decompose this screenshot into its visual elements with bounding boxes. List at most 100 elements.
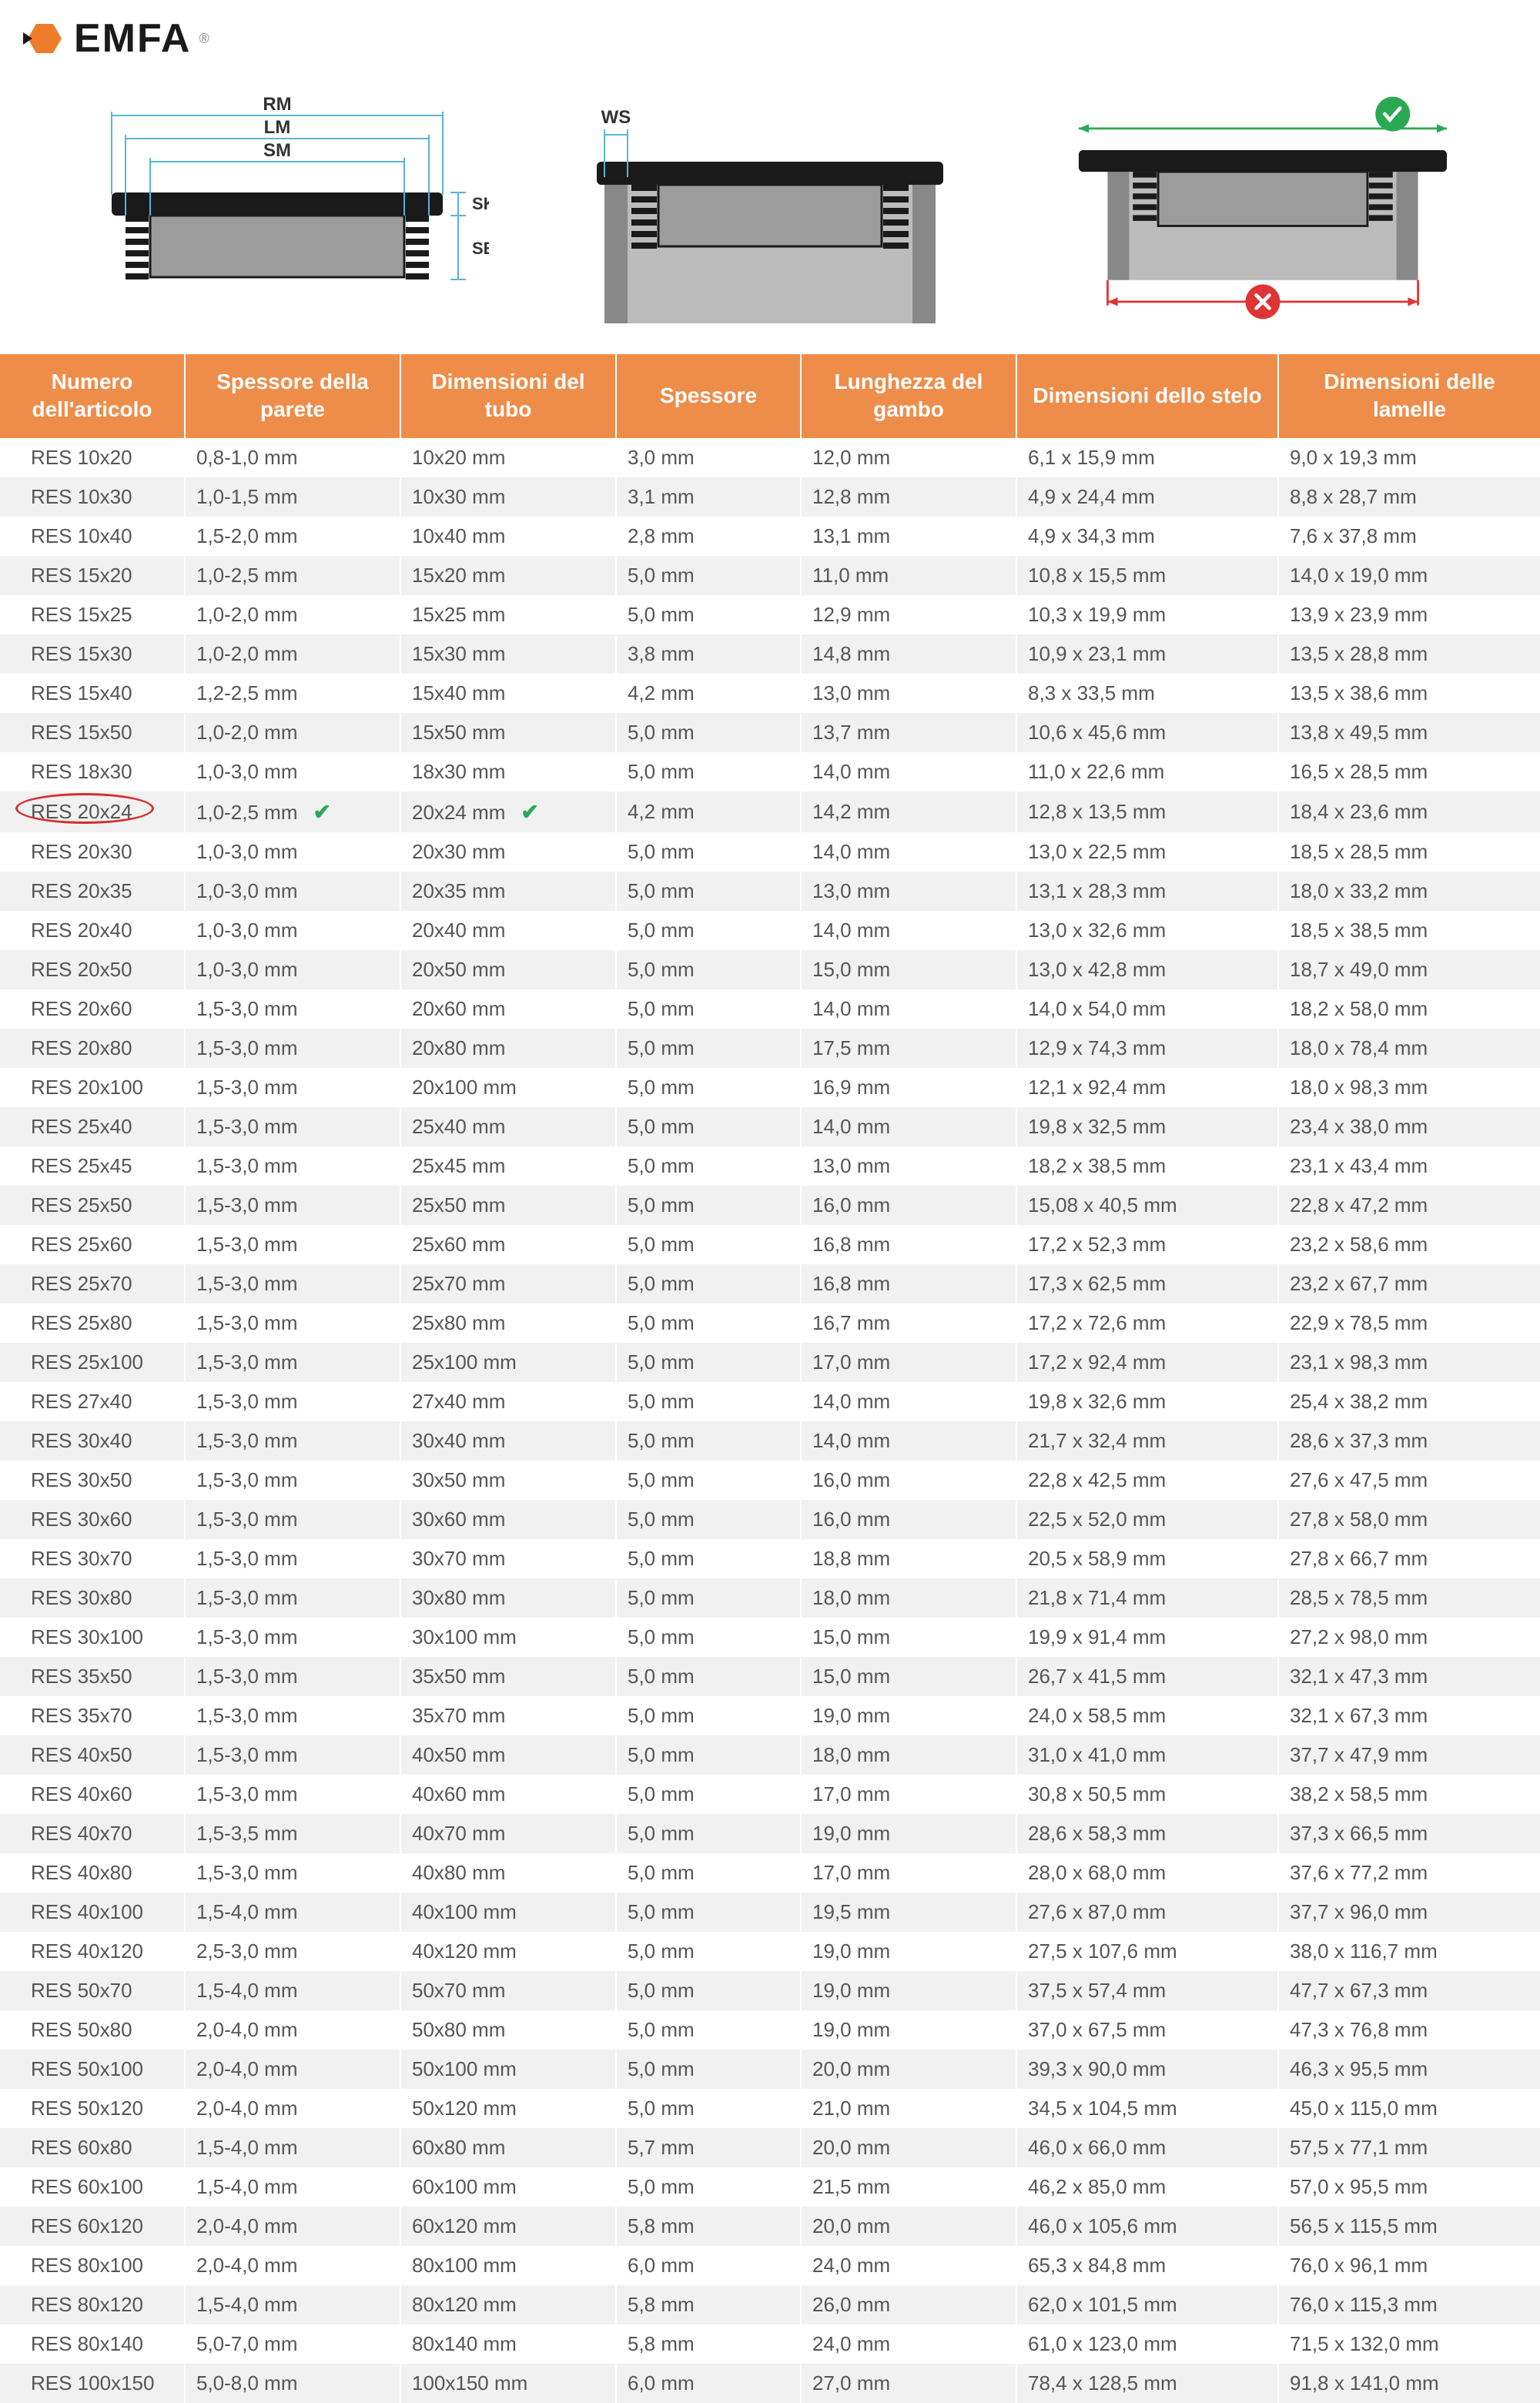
table-cell: 23,1 x 98,3 mm: [1278, 1343, 1540, 1382]
table-cell: 18,4 x 23,6 mm: [1278, 792, 1540, 832]
table-cell: RES 50x70: [0, 1971, 185, 2010]
table-cell: 24,0 x 58,5 mm: [1016, 1696, 1278, 1735]
table-cell: 3,8 mm: [616, 634, 801, 674]
table-cell: 22,8 x 47,2 mm: [1278, 1186, 1540, 1225]
table-cell: 1,5-2,0 mm: [185, 517, 400, 556]
table-cell: 16,7 mm: [801, 1304, 1016, 1343]
table-cell: 19,9 x 91,4 mm: [1016, 1618, 1278, 1657]
table-cell: 13,1 x 28,3 mm: [1016, 872, 1278, 911]
table-cell: 0,8-1,0 mm: [185, 438, 400, 477]
table-cell: RES 20x40: [0, 911, 185, 950]
table-cell: 1,0-3,0 mm: [185, 752, 400, 792]
table-cell: 1,5-3,0 mm: [185, 1146, 400, 1186]
table-cell: RES 30x70: [0, 1539, 185, 1578]
column-header: Dimensioni delle lamelle: [1278, 354, 1540, 438]
table-cell: 5,0 mm: [616, 989, 801, 1029]
table-cell: 50x80 mm: [400, 2010, 616, 2050]
table-row: RES 10x200,8-1,0 mm10x20 mm3,0 mm12,0 mm…: [0, 438, 1540, 477]
table-cell: 13,0 x 42,8 mm: [1016, 950, 1278, 989]
table-cell: 15x25 mm: [400, 595, 616, 634]
table-cell: RES 25x100: [0, 1343, 185, 1382]
table-cell: 31,0 x 41,0 mm: [1016, 1735, 1278, 1775]
table-cell: 14,0 mm: [801, 832, 1016, 872]
table-cell: 17,2 x 52,3 mm: [1016, 1225, 1278, 1264]
brand-name: EMFA: [74, 15, 191, 62]
table-cell: 30x100 mm: [400, 1618, 616, 1657]
table-cell: 19,8 x 32,5 mm: [1016, 1107, 1278, 1146]
table-cell: RES 35x50: [0, 1657, 185, 1696]
table-cell: 60x80 mm: [400, 2128, 616, 2167]
table-cell: 26,0 mm: [801, 2285, 1016, 2324]
table-cell: 76,0 x 96,1 mm: [1278, 2246, 1540, 2285]
table-cell: 61,0 x 123,0 mm: [1016, 2324, 1278, 2364]
table-cell: 5,0 mm: [616, 1932, 801, 1971]
table-cell: 21,7 x 32,4 mm: [1016, 1421, 1278, 1461]
table-cell: RES 30x60: [0, 1500, 185, 1539]
table-cell: 27,6 x 47,5 mm: [1278, 1461, 1540, 1500]
table-cell: 16,5 x 28,5 mm: [1278, 752, 1540, 792]
table-cell: 2,0-4,0 mm: [185, 2089, 400, 2128]
table-cell: RES 60x80: [0, 2128, 185, 2167]
table-cell: 50x100 mm: [400, 2050, 616, 2089]
table-body: RES 10x200,8-1,0 mm10x20 mm3,0 mm12,0 mm…: [0, 438, 1540, 2403]
table-cell: 20x60 mm: [400, 989, 616, 1029]
table-cell: 3,1 mm: [616, 477, 801, 517]
table-cell: 2,5-3,0 mm: [185, 1932, 400, 1971]
table-row: RES 20x1001,5-3,0 mm20x100 mm5,0 mm16,9 …: [0, 1068, 1540, 1107]
table-cell: 25,4 x 38,2 mm: [1278, 1382, 1540, 1421]
table-cell: 14,0 mm: [801, 1382, 1016, 1421]
table-row: RES 30x401,5-3,0 mm30x40 mm5,0 mm14,0 mm…: [0, 1421, 1540, 1461]
table-cell: 18,0 x 78,4 mm: [1278, 1029, 1540, 1068]
table-cell: RES 40x120: [0, 1932, 185, 1971]
table-cell: 10,9 x 23,1 mm: [1016, 634, 1278, 674]
table-cell: 35x70 mm: [400, 1696, 616, 1735]
table-cell: 5,0 mm: [616, 1657, 801, 1696]
table-cell: 1,5-3,0 mm: [185, 1186, 400, 1225]
table-cell: 5,0 mm: [616, 2089, 801, 2128]
table-row: RES 20x351,0-3,0 mm20x35 mm5,0 mm13,0 mm…: [0, 872, 1540, 911]
table-cell: 13,0 mm: [801, 872, 1016, 911]
logo-hexagon-icon: [23, 17, 66, 60]
table-cell: 6,0 mm: [616, 2246, 801, 2285]
diagram-correct-incorrect: [1051, 92, 1475, 323]
label-se: SE: [472, 239, 489, 258]
table-row: RES 80x1201,5-4,0 mm80x120 mm5,8 mm26,0 …: [0, 2285, 1540, 2324]
table-cell: 2,8 mm: [616, 517, 801, 556]
table-cell: 18,5 x 38,5 mm: [1278, 911, 1540, 950]
table-cell: 47,7 x 67,3 mm: [1278, 1971, 1540, 2010]
table-cell: 19,0 mm: [801, 1814, 1016, 1853]
table-header: Numero dell'articoloSpessore della paret…: [0, 354, 1540, 438]
table-cell: RES 80x120: [0, 2285, 185, 2324]
table-cell: 20,0 mm: [801, 2207, 1016, 2246]
table-cell: 40x50 mm: [400, 1735, 616, 1775]
column-header: Numero dell'articolo: [0, 354, 185, 438]
brand-registered: ®: [199, 31, 209, 47]
table-cell: 1,5-3,0 mm: [185, 1539, 400, 1578]
table-cell: RES 60x100: [0, 2167, 185, 2207]
table-cell: 20x35 mm: [400, 872, 616, 911]
table-cell: 5,0 mm: [616, 1304, 801, 1343]
table-cell: 1,5-3,0 mm: [185, 1107, 400, 1146]
table-row: RES 25x401,5-3,0 mm25x40 mm5,0 mm14,0 mm…: [0, 1107, 1540, 1146]
table-cell: 5,0 mm: [616, 1814, 801, 1853]
table-cell: 5,0 mm: [616, 1343, 801, 1382]
table-cell: 46,0 x 66,0 mm: [1016, 2128, 1278, 2167]
table-row: RES 15x201,0-2,5 mm15x20 mm5,0 mm11,0 mm…: [0, 556, 1540, 595]
table-cell: 5,0 mm: [616, 1461, 801, 1500]
table-cell: 60x100 mm: [400, 2167, 616, 2207]
table-cell: 40x70 mm: [400, 1814, 616, 1853]
table-cell: 12,0 mm: [801, 438, 1016, 477]
table-cell: 30,8 x 50,5 mm: [1016, 1775, 1278, 1814]
table-cell: 18x30 mm: [400, 752, 616, 792]
table-cell: 25x40 mm: [400, 1107, 616, 1146]
table-cell: 14,0 x 19,0 mm: [1278, 556, 1540, 595]
table-cell: 18,7 x 49,0 mm: [1278, 950, 1540, 989]
table-cell: 80x100 mm: [400, 2246, 616, 2285]
table-cell: 13,1 mm: [801, 517, 1016, 556]
table-row: RES 15x251,0-2,0 mm15x25 mm5,0 mm12,9 mm…: [0, 595, 1540, 634]
table-cell: RES 30x40: [0, 1421, 185, 1461]
check-icon: ✔: [313, 800, 331, 824]
table-cell: 20x40 mm: [400, 911, 616, 950]
table-cell: 30x70 mm: [400, 1539, 616, 1578]
table-row: RES 15x501,0-2,0 mm15x50 mm5,0 mm13,7 mm…: [0, 713, 1540, 752]
